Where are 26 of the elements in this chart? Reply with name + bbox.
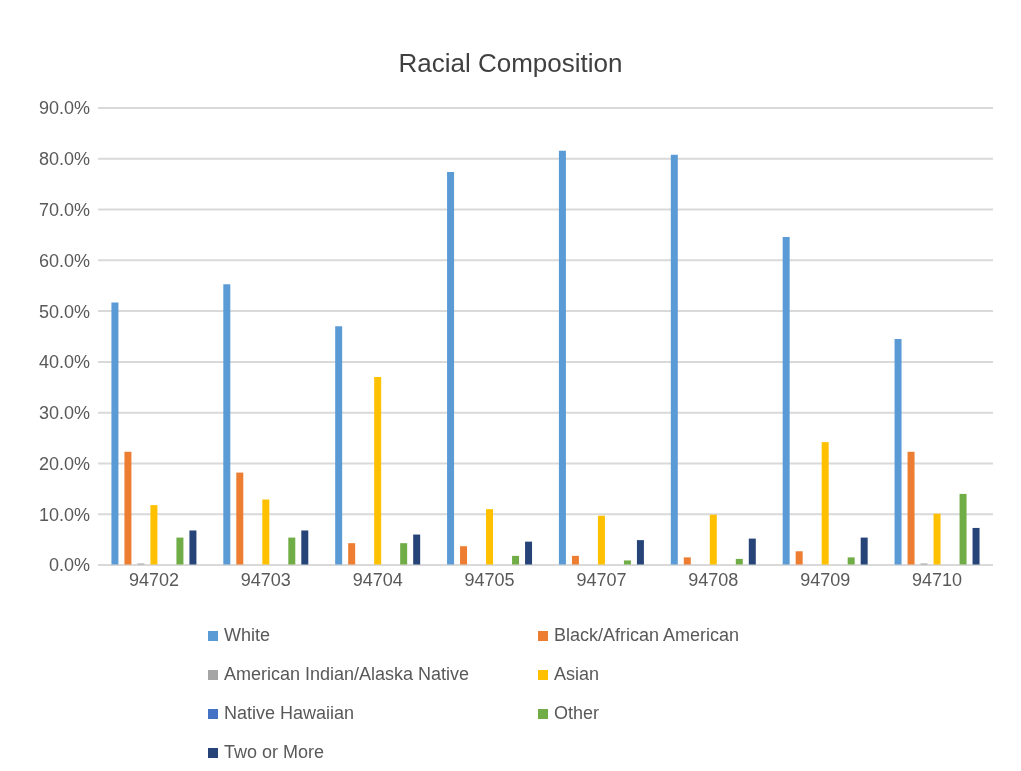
x-tick-label: 94704 bbox=[352, 569, 403, 590]
chart-title: Racial Composition bbox=[397, 47, 624, 80]
y-tick-label: 10.0% bbox=[38, 504, 90, 525]
x-tick-label: 94708 bbox=[688, 569, 739, 590]
legend-label: White bbox=[224, 625, 271, 646]
x-tick-label: 94709 bbox=[800, 569, 851, 590]
x-tick-label: 94705 bbox=[464, 569, 515, 590]
y-tick-label: 20.0% bbox=[38, 453, 90, 474]
y-tick-label: 0.0% bbox=[48, 555, 90, 576]
y-tick-label: 30.0% bbox=[38, 403, 90, 424]
legend-label: Asian bbox=[554, 664, 600, 685]
y-tick-label: 80.0% bbox=[38, 149, 90, 170]
y-tick-label: 70.0% bbox=[38, 199, 90, 220]
y-tick-label: 60.0% bbox=[38, 250, 90, 271]
x-tick-label: 94703 bbox=[240, 569, 291, 590]
x-tick-label: 94707 bbox=[576, 569, 627, 590]
legend-label: Black/African American bbox=[554, 625, 740, 646]
x-tick-label: 94702 bbox=[128, 569, 179, 590]
legend-label: Two or More bbox=[224, 742, 325, 763]
y-tick-label: 40.0% bbox=[38, 352, 90, 373]
y-tick-label: 90.0% bbox=[38, 98, 90, 119]
legend-label: Native Hawaiian bbox=[224, 703, 355, 724]
y-tick-label: 50.0% bbox=[38, 301, 90, 322]
x-tick-label: 94710 bbox=[912, 569, 963, 590]
legend-label: American Indian/Alaska Native bbox=[224, 664, 470, 685]
legend-label: Other bbox=[554, 703, 600, 724]
